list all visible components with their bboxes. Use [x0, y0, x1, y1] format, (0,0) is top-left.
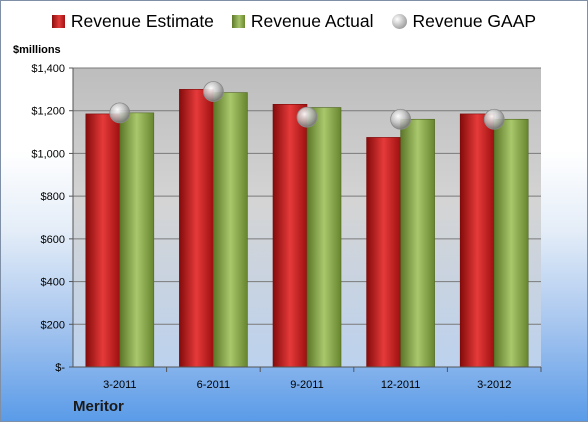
bar-revenue-actual — [400, 118, 435, 368]
x-tick-label: 3-2012 — [477, 379, 511, 391]
bar-revenue-estimate — [366, 137, 401, 368]
company-name: Meritor — [73, 398, 124, 415]
bar-revenue-actual — [493, 118, 529, 368]
marker-revenue-gaap — [483, 108, 505, 130]
y-tick-label: $600 — [41, 234, 65, 246]
legend-item-estimate: Revenue Estimate — [51, 10, 214, 32]
legend-swatch-gaap — [391, 13, 407, 29]
chart-legend: Revenue Estimate Revenue Actual Revenue … — [1, 1, 587, 41]
bar-revenue-estimate — [272, 104, 308, 368]
y-tick-label: $1,000 — [31, 148, 65, 160]
bar-revenue-estimate — [85, 113, 121, 368]
legend-item-actual: Revenue Actual — [231, 10, 374, 32]
marker-revenue-gaap — [296, 106, 318, 128]
legend-label-actual: Revenue Actual — [250, 10, 374, 31]
y-tick-label: $400 — [41, 277, 65, 289]
legend-label-gaap: Revenue GAAP — [412, 10, 537, 31]
x-tick-label: 12-2011 — [381, 379, 421, 391]
x-tick-label: 6-2011 — [197, 379, 230, 391]
legend-swatch-actual — [231, 14, 245, 28]
legend-label-estimate: Revenue Estimate — [70, 10, 214, 31]
y-axis-unit-label: $millions — [13, 44, 61, 56]
bar-revenue-actual — [213, 92, 248, 368]
marker-revenue-gaap — [202, 81, 224, 102]
y-tick-label: $800 — [41, 191, 65, 203]
bar-revenue-actual — [306, 107, 342, 368]
y-tick-label: $200 — [41, 319, 65, 331]
legend-item-gaap: Revenue GAAP — [391, 10, 537, 32]
bar-revenue-actual — [119, 112, 155, 368]
y-tick-label: $- — [55, 362, 65, 374]
y-tick-label: $1,200 — [31, 106, 65, 118]
marker-revenue-gaap — [390, 108, 412, 130]
bar-revenue-estimate — [179, 89, 214, 368]
legend-swatch-estimate — [51, 14, 65, 28]
y-tick-label: $1,400 — [31, 63, 65, 75]
bar-revenue-estimate — [459, 113, 495, 368]
x-tick-label: 3-2011 — [103, 379, 136, 391]
marker-revenue-gaap — [109, 102, 131, 124]
x-tick-label: 9-2011 — [290, 379, 323, 391]
